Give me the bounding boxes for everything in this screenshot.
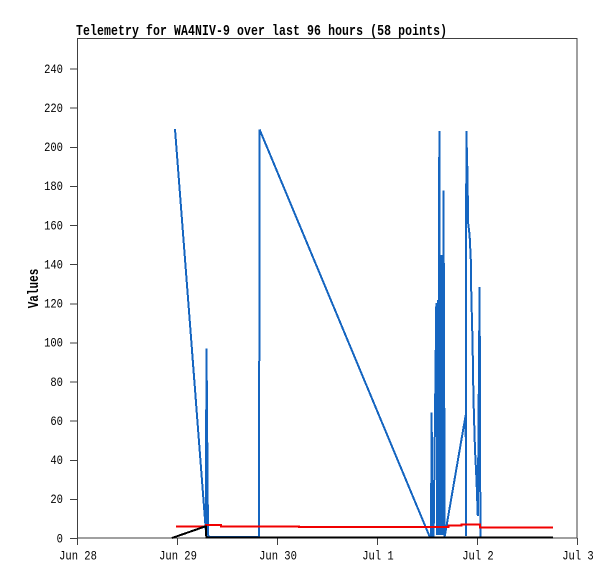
svg-text:Jun 28: Jun 28	[59, 549, 97, 564]
svg-text:160: 160	[44, 218, 63, 233]
svg-text:140: 140	[44, 257, 63, 272]
svg-text:220: 220	[44, 101, 63, 116]
svg-text:100: 100	[44, 336, 63, 351]
svg-text:120: 120	[44, 297, 63, 312]
svg-text:Telemetry for WA4NIV-9 over la: Telemetry for WA4NIV-9 over last 96 hour…	[76, 23, 447, 40]
svg-text:0: 0	[57, 531, 63, 546]
svg-text:180: 180	[44, 179, 63, 194]
svg-text:Jul 1: Jul 1	[362, 549, 393, 564]
svg-text:Jun 30: Jun 30	[259, 549, 297, 564]
svg-text:Jul 2: Jul 2	[462, 549, 493, 564]
svg-text:20: 20	[50, 492, 63, 507]
svg-text:Jun 29: Jun 29	[159, 549, 197, 564]
svg-text:200: 200	[44, 140, 63, 155]
svg-text:Values: Values	[26, 269, 43, 309]
svg-text:60: 60	[50, 414, 63, 429]
svg-text:Jul 3: Jul 3	[562, 549, 593, 564]
svg-text:80: 80	[50, 375, 63, 390]
svg-text:240: 240	[44, 62, 63, 77]
svg-text:40: 40	[50, 453, 63, 468]
